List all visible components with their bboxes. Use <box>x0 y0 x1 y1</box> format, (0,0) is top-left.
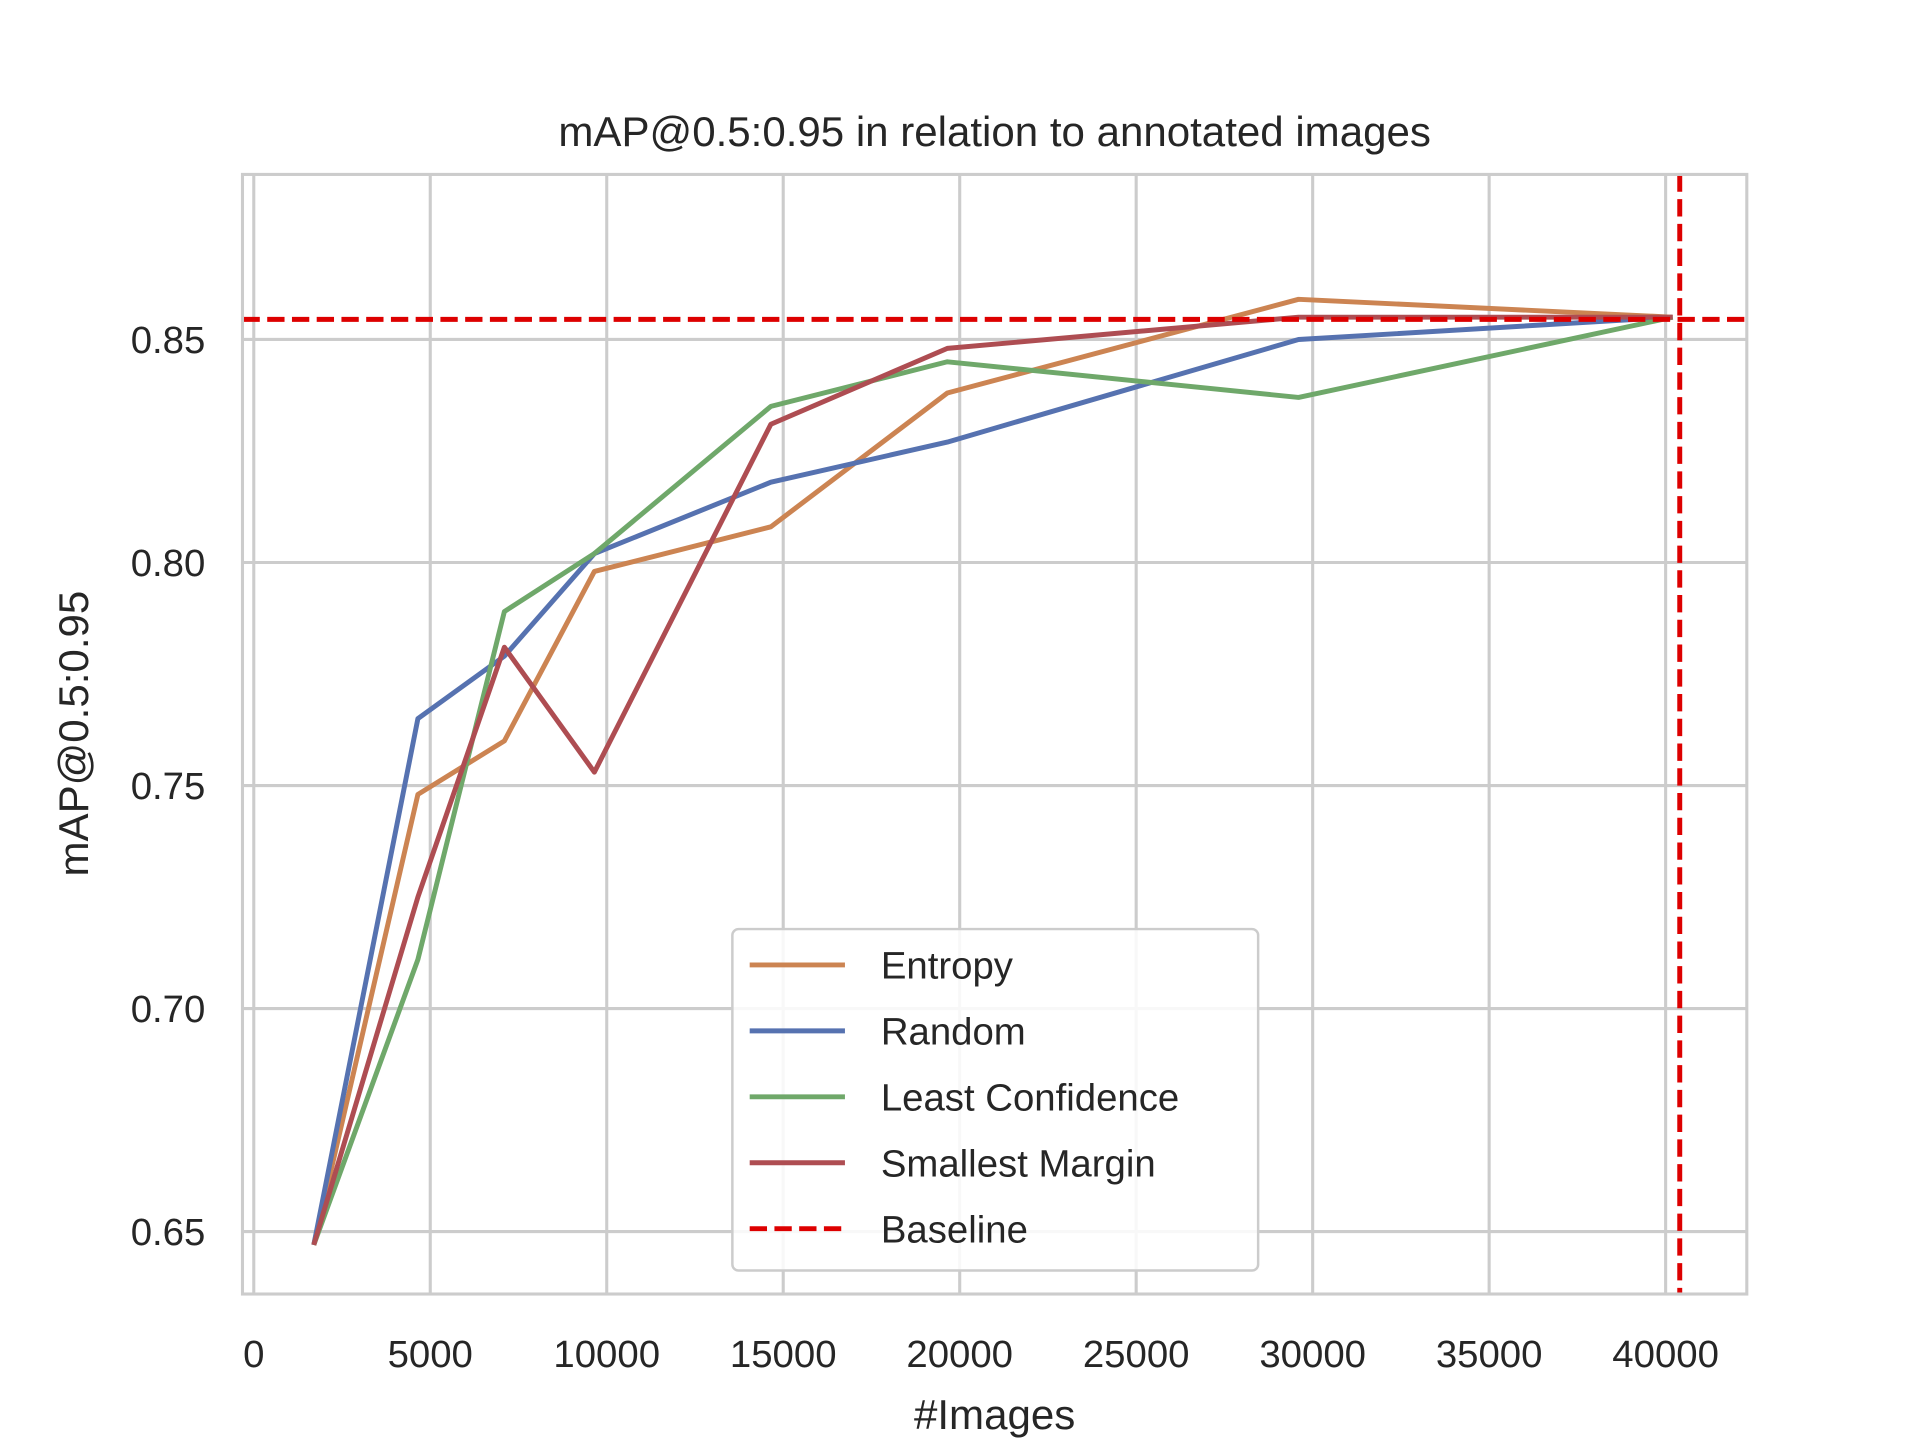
legend-label: Entropy <box>881 945 1014 988</box>
y-tick-label: 0.75 <box>131 765 206 808</box>
legend-label: Smallest Margin <box>881 1142 1156 1185</box>
series-line-least-confidence <box>311 314 1674 1246</box>
x-tick-labels: 0 5000 10000 15000 20000 25000 30000 35000 40000 <box>243 1333 1719 1376</box>
axes-frame <box>240 172 1749 1296</box>
grid <box>242 174 1747 1295</box>
y-tick-label: 0.65 <box>131 1211 206 1254</box>
x-tick-label: 35000 <box>1436 1333 1543 1376</box>
y-tick-label: 0.70 <box>131 988 206 1031</box>
legend-label: Least Confidence <box>881 1076 1179 1119</box>
y-tick-label: 0.80 <box>131 542 206 585</box>
x-tick-label: 5000 <box>388 1333 473 1376</box>
x-tick-label: 15000 <box>730 1333 837 1376</box>
x-tick-label: 30000 <box>1259 1333 1366 1376</box>
x-tick-label: 20000 <box>906 1333 1013 1376</box>
x-axis-label: #Images <box>914 1391 1075 1438</box>
x-tick-label: 0 <box>243 1333 264 1376</box>
y-axis-label: mAP@0.5:0.95 <box>50 591 97 877</box>
y-tick-labels: 0.65 0.70 0.75 0.80 0.85 <box>131 319 206 1254</box>
chart-title: mAP@0.5:0.95 in relation to annotated im… <box>558 108 1430 155</box>
x-tick-label: 10000 <box>553 1333 660 1376</box>
series-line-entropy <box>311 296 1673 1246</box>
series-line-smallest-margin <box>311 314 1673 1246</box>
series-line-random <box>311 314 1673 1246</box>
x-tick-label: 40000 <box>1612 1333 1719 1376</box>
plot-area <box>242 174 1747 1295</box>
legend-label: Baseline <box>881 1208 1028 1251</box>
legend-frame <box>731 927 1260 1272</box>
x-tick-label: 25000 <box>1083 1333 1190 1376</box>
y-tick-label: 0.85 <box>131 319 206 362</box>
legend-label: Random <box>881 1010 1026 1053</box>
legend: Entropy Random Least Confidence Smallest Ma… <box>731 927 1260 1272</box>
